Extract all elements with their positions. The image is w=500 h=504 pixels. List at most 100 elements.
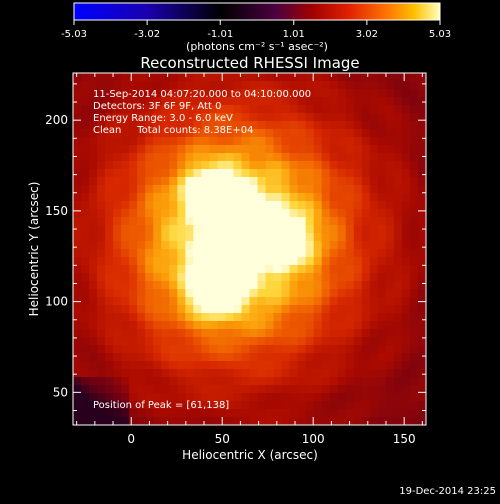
heatmap-cell <box>345 81 355 90</box>
heatmap-cell <box>369 353 379 362</box>
heatmap-cell <box>169 377 178 386</box>
heatmap-cell <box>305 417 315 425</box>
heatmap-cell <box>353 297 363 306</box>
heatmap-cell <box>225 297 234 306</box>
heatmap-cell <box>217 337 226 346</box>
heatmap-cell <box>369 137 379 146</box>
heatmap-cell <box>345 321 355 330</box>
heatmap-cell <box>337 313 347 322</box>
heatmap-cell <box>185 305 194 314</box>
heatmap-cell <box>73 145 82 154</box>
heatmap-cell <box>209 361 218 370</box>
heatmap-cell <box>113 361 122 370</box>
heatmap-cell <box>153 177 162 186</box>
heatmap-cell <box>409 257 419 266</box>
heatmap-cell <box>289 377 299 386</box>
heatmap-cell <box>225 361 234 370</box>
heatmap-cell <box>361 313 371 322</box>
heatmap-cell <box>369 121 379 130</box>
heatmap-cell <box>273 337 282 346</box>
heatmap-cell <box>169 225 178 234</box>
heatmap-cell <box>265 185 274 194</box>
heatmap-cell <box>137 233 146 242</box>
heatmap-cell <box>345 113 355 122</box>
heatmap-cell <box>241 153 250 162</box>
heatmap-cell <box>417 121 426 130</box>
heatmap-cell <box>409 121 419 130</box>
heatmap-cell <box>265 201 274 210</box>
heatmap-cell <box>177 321 186 330</box>
heatmap-cell <box>113 377 122 386</box>
heatmap-cell <box>305 409 315 418</box>
heatmap-cell <box>137 249 146 258</box>
heatmap-cell <box>233 81 242 90</box>
heatmap-cell <box>177 129 186 138</box>
heatmap-cell <box>241 161 250 170</box>
heatmap-cell <box>257 273 266 282</box>
heatmap-cell <box>409 153 419 162</box>
heatmap-cell <box>89 297 98 306</box>
heatmap-cell <box>137 313 146 322</box>
heatmap-cell <box>409 313 419 322</box>
heatmap-cell <box>361 169 371 178</box>
heatmap-cell <box>281 113 291 122</box>
heatmap-cell <box>249 209 258 218</box>
heatmap-cell <box>89 345 98 354</box>
heatmap-cell <box>113 305 122 314</box>
heatmap-cell <box>313 377 323 386</box>
annotation-peak: Position of Peak = [61,138] <box>93 400 229 411</box>
heatmap-cell <box>113 81 122 90</box>
heatmap-cell <box>337 377 347 386</box>
heatmap-cell <box>321 81 331 90</box>
heatmap-cell <box>97 393 106 402</box>
heatmap-cell <box>377 385 387 394</box>
heatmap-cell <box>73 105 82 114</box>
heatmap-cell <box>385 73 395 82</box>
y-axis-label: Heliocentric Y (arcsec) <box>27 182 41 317</box>
heatmap-cell <box>329 233 339 242</box>
heatmap-cell <box>105 225 114 234</box>
heatmap-cell <box>89 225 98 234</box>
heatmap-cell <box>249 129 258 138</box>
heatmap-cell <box>185 257 194 266</box>
heatmap-cell <box>225 345 234 354</box>
heatmap-cell <box>329 153 339 162</box>
heatmap-cell <box>329 89 339 98</box>
heatmap-cell <box>153 417 162 425</box>
heatmap-cell <box>193 105 202 114</box>
annotation-detectors: Detectors: 3F 6F 9F, Att 0 <box>93 101 221 112</box>
heatmap-cell <box>273 417 282 425</box>
heatmap-cell <box>409 417 419 425</box>
heatmap-cell <box>89 385 98 394</box>
heatmap-cell <box>369 313 379 322</box>
heatmap-cell <box>225 193 234 202</box>
heatmap-cell <box>241 273 250 282</box>
heatmap-cell <box>193 265 202 274</box>
heatmap-cell <box>273 97 282 106</box>
heatmap-cell <box>361 409 371 418</box>
heatmap-cell <box>113 329 122 338</box>
heatmap-cell <box>241 401 250 410</box>
heatmap-cell <box>233 193 242 202</box>
heatmap-cell <box>153 121 162 130</box>
heatmap-cell <box>337 193 347 202</box>
heatmap-cell <box>289 265 299 274</box>
heatmap-cell <box>81 81 90 90</box>
heatmap-cell <box>137 289 146 298</box>
heatmap-cell <box>137 217 146 226</box>
heatmap-cell <box>345 97 355 106</box>
heatmap-cell <box>73 73 82 82</box>
heatmap-cell <box>201 345 210 354</box>
heatmap-cell <box>81 265 90 274</box>
heatmap-cell <box>313 265 323 274</box>
heatmap-cell <box>113 209 122 218</box>
heatmap-cell <box>169 321 178 330</box>
heatmap-cell <box>289 121 299 130</box>
heatmap-cell <box>137 113 146 122</box>
heatmap-cell <box>113 233 122 242</box>
heatmap-cell <box>145 369 154 378</box>
heatmap-cell <box>361 233 371 242</box>
heatmap-cell <box>193 81 202 90</box>
heatmap-cell <box>353 185 363 194</box>
heatmap-cell <box>265 225 274 234</box>
